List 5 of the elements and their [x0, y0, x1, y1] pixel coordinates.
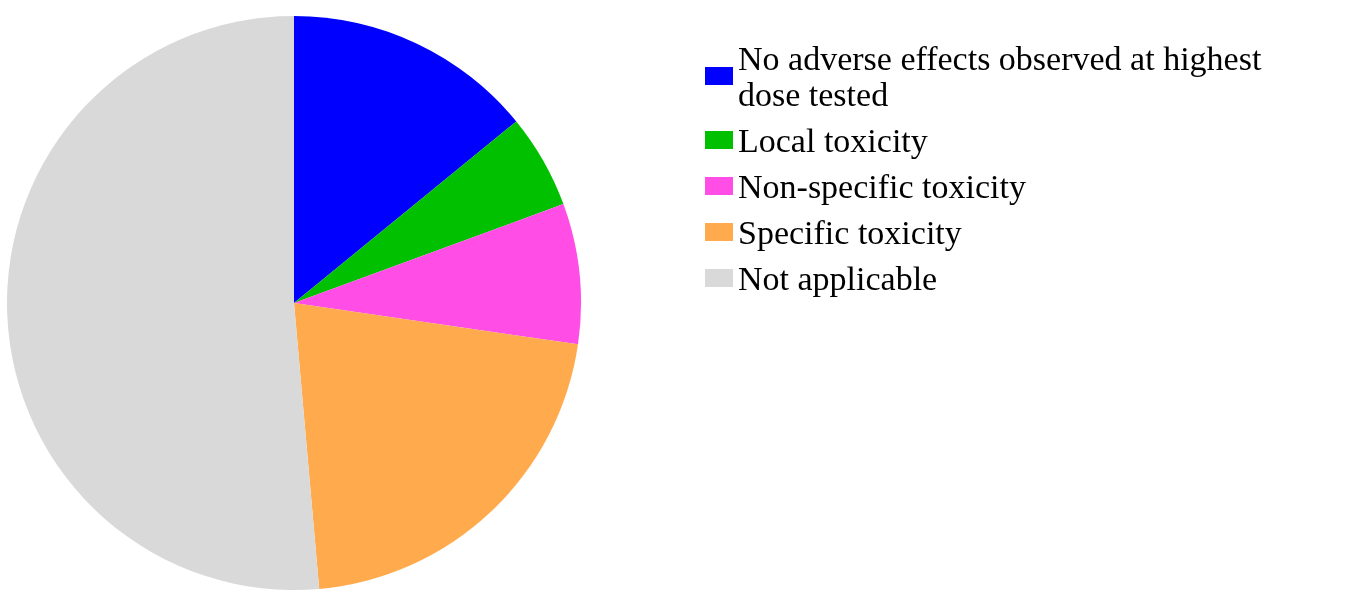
legend-label: No adverse effects observed at highest dose tested [738, 39, 1270, 113]
legend-label: Local toxicity [738, 121, 928, 159]
legend-label: Not applicable [738, 259, 938, 297]
legend-label: Non-specific toxicity [738, 167, 1026, 205]
legend-label: Specific toxicity [738, 213, 962, 251]
